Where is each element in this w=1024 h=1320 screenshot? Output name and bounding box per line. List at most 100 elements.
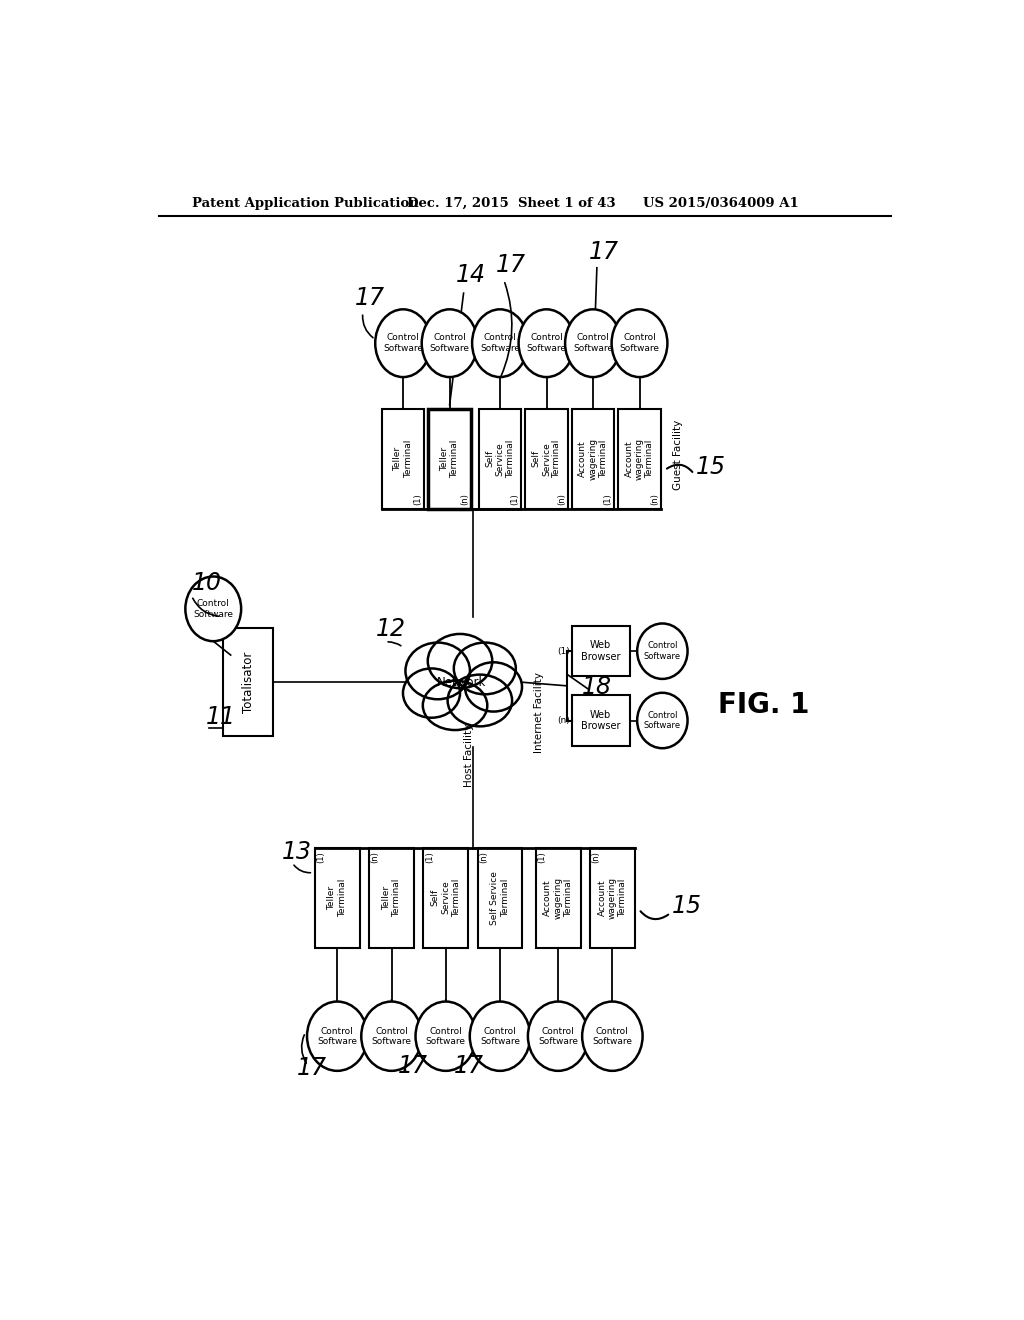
Ellipse shape bbox=[416, 1002, 476, 1071]
Text: (n): (n) bbox=[479, 851, 488, 863]
FancyBboxPatch shape bbox=[525, 409, 568, 508]
Ellipse shape bbox=[465, 663, 522, 711]
Text: Control
Software: Control Software bbox=[573, 334, 613, 352]
Text: 12: 12 bbox=[376, 616, 406, 640]
Text: (n): (n) bbox=[460, 494, 469, 506]
Text: 13: 13 bbox=[282, 840, 311, 865]
Text: Web
Browser: Web Browser bbox=[581, 710, 621, 731]
FancyBboxPatch shape bbox=[590, 847, 635, 948]
Text: Control
Software: Control Software bbox=[620, 334, 659, 352]
FancyBboxPatch shape bbox=[223, 628, 273, 737]
FancyBboxPatch shape bbox=[423, 847, 468, 948]
Text: 15: 15 bbox=[695, 455, 726, 479]
Text: 17: 17 bbox=[397, 1055, 428, 1078]
Text: FIG. 1: FIG. 1 bbox=[718, 692, 809, 719]
Text: Control
Software: Control Software bbox=[644, 710, 681, 730]
FancyBboxPatch shape bbox=[571, 409, 614, 508]
Ellipse shape bbox=[637, 693, 687, 748]
Ellipse shape bbox=[518, 309, 574, 378]
Text: Control
Software: Control Software bbox=[317, 1027, 357, 1045]
Text: Guest Facility: Guest Facility bbox=[673, 420, 683, 490]
Text: Teller
Terminal: Teller Terminal bbox=[440, 440, 460, 478]
Text: Teller
Terminal: Teller Terminal bbox=[328, 878, 347, 917]
FancyBboxPatch shape bbox=[478, 409, 521, 508]
Text: Dec. 17, 2015  Sheet 1 of 43: Dec. 17, 2015 Sheet 1 of 43 bbox=[407, 197, 615, 210]
Text: Control
Software: Control Software bbox=[426, 1027, 466, 1045]
Text: Patent Application Publication: Patent Application Publication bbox=[191, 197, 418, 210]
Text: (1): (1) bbox=[425, 851, 434, 863]
Text: Control
Software: Control Software bbox=[383, 334, 423, 352]
Text: 17: 17 bbox=[297, 1056, 327, 1080]
Text: Control
Software: Control Software bbox=[194, 599, 233, 619]
Text: Internet Facility: Internet Facility bbox=[534, 672, 544, 754]
Text: Self
Service
Terminal: Self Service Terminal bbox=[431, 878, 461, 917]
Text: 14: 14 bbox=[456, 263, 485, 286]
Text: Control
Software: Control Software bbox=[644, 642, 681, 661]
Ellipse shape bbox=[361, 1002, 422, 1071]
Ellipse shape bbox=[528, 1002, 589, 1071]
Ellipse shape bbox=[565, 309, 621, 378]
Text: (n): (n) bbox=[371, 851, 380, 863]
Ellipse shape bbox=[307, 1002, 368, 1071]
Text: 10: 10 bbox=[191, 570, 221, 594]
Text: Teller
Terminal: Teller Terminal bbox=[393, 440, 413, 478]
Text: Self
Service
Terminal: Self Service Terminal bbox=[531, 440, 561, 478]
Text: Control
Software: Control Software bbox=[430, 334, 470, 352]
Text: (n): (n) bbox=[557, 715, 570, 725]
Text: Account
wagering
Terminal: Account wagering Terminal bbox=[543, 876, 573, 919]
FancyBboxPatch shape bbox=[536, 847, 581, 948]
FancyBboxPatch shape bbox=[477, 847, 522, 948]
Text: Control
Software: Control Software bbox=[539, 1027, 579, 1045]
Ellipse shape bbox=[422, 309, 477, 378]
FancyBboxPatch shape bbox=[314, 847, 359, 948]
Text: (1): (1) bbox=[557, 647, 570, 656]
Text: 15: 15 bbox=[672, 894, 702, 917]
Ellipse shape bbox=[185, 577, 241, 642]
Text: (1): (1) bbox=[316, 851, 326, 863]
Text: (n): (n) bbox=[592, 851, 601, 863]
Text: (1): (1) bbox=[414, 494, 423, 506]
Ellipse shape bbox=[423, 681, 487, 730]
Text: Control
Software: Control Software bbox=[526, 334, 566, 352]
Text: 17: 17 bbox=[355, 285, 385, 310]
Text: Web
Browser: Web Browser bbox=[581, 640, 621, 663]
Text: 17: 17 bbox=[496, 253, 526, 277]
Ellipse shape bbox=[403, 668, 460, 718]
Text: Totalisator: Totalisator bbox=[242, 651, 255, 713]
Text: Account
wagering
Terminal: Account wagering Terminal bbox=[579, 438, 608, 479]
FancyBboxPatch shape bbox=[382, 409, 424, 508]
Text: 17: 17 bbox=[589, 239, 620, 264]
FancyBboxPatch shape bbox=[369, 847, 414, 948]
Text: Control
Software: Control Software bbox=[372, 1027, 412, 1045]
Text: (1): (1) bbox=[538, 851, 547, 863]
Text: Host Facility: Host Facility bbox=[464, 723, 474, 787]
FancyBboxPatch shape bbox=[428, 409, 471, 508]
Ellipse shape bbox=[611, 309, 668, 378]
Ellipse shape bbox=[406, 643, 470, 700]
Text: 17: 17 bbox=[454, 1055, 483, 1078]
Text: Account
wagering
Terminal: Account wagering Terminal bbox=[625, 438, 654, 479]
Text: Network: Network bbox=[436, 676, 486, 689]
FancyBboxPatch shape bbox=[571, 696, 630, 746]
FancyBboxPatch shape bbox=[618, 409, 660, 508]
Text: Control
Software: Control Software bbox=[480, 334, 520, 352]
Ellipse shape bbox=[470, 1002, 530, 1071]
Text: Self Service
Terminal: Self Service Terminal bbox=[490, 871, 510, 924]
Text: Control
Software: Control Software bbox=[592, 1027, 633, 1045]
Text: Self
Service
Terminal: Self Service Terminal bbox=[485, 440, 515, 478]
Text: US 2015/0364009 A1: US 2015/0364009 A1 bbox=[643, 197, 799, 210]
Ellipse shape bbox=[375, 309, 431, 378]
Ellipse shape bbox=[472, 309, 528, 378]
Ellipse shape bbox=[454, 643, 516, 694]
Ellipse shape bbox=[637, 623, 687, 678]
Text: (1): (1) bbox=[603, 494, 612, 506]
Text: Control
Software: Control Software bbox=[480, 1027, 520, 1045]
FancyBboxPatch shape bbox=[571, 626, 630, 676]
Ellipse shape bbox=[583, 1002, 643, 1071]
Text: Account
wagering
Terminal: Account wagering Terminal bbox=[597, 876, 628, 919]
Text: 11: 11 bbox=[206, 705, 236, 730]
Text: (n): (n) bbox=[557, 494, 566, 506]
Ellipse shape bbox=[447, 675, 512, 726]
Text: 18: 18 bbox=[582, 675, 611, 698]
Ellipse shape bbox=[428, 634, 493, 688]
